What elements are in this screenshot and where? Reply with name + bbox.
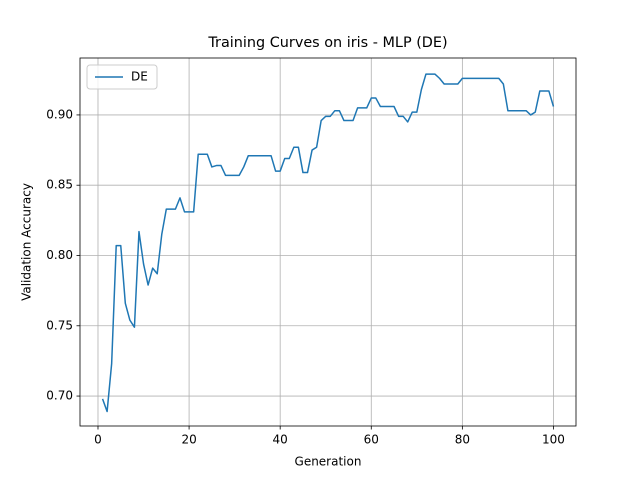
x-tick-label: 20 [181, 433, 196, 447]
axes-frame [79, 57, 577, 427]
chart-title: Training Curves on iris - MLP (DE) [207, 35, 447, 51]
x-tick-label: 0 [94, 433, 102, 447]
x-tick-label: 60 [364, 433, 379, 447]
x-axis-label: Generation [295, 455, 362, 469]
y-tick-label: 0.80 [46, 248, 73, 262]
y-tick-label: 0.85 [46, 178, 73, 192]
x-tick-label: 80 [455, 433, 470, 447]
y-tick-label: 0.70 [46, 389, 73, 403]
legend-label: DE [131, 70, 148, 84]
y-tick-label: 0.90 [46, 107, 73, 121]
y-axis-label: Validation Accuracy [20, 183, 34, 301]
y-tick-label: 0.75 [46, 318, 73, 332]
x-tick-label: 100 [542, 433, 565, 447]
x-tick-label: 40 [273, 433, 288, 447]
data-line [101, 73, 555, 413]
